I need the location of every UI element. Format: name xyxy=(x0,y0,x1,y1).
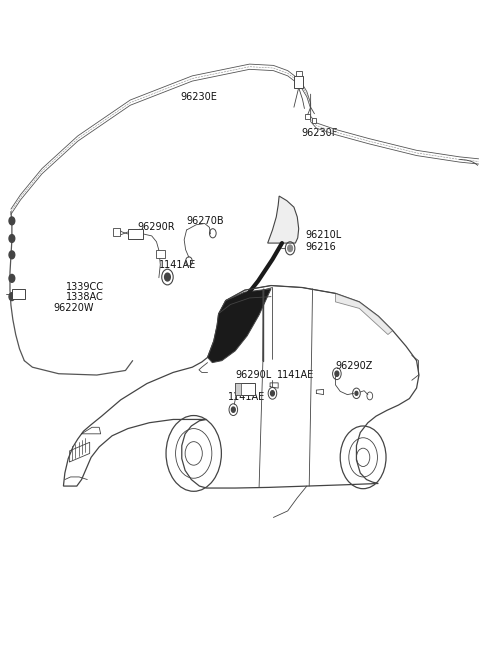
Circle shape xyxy=(271,391,275,396)
Text: 1141AE: 1141AE xyxy=(159,260,196,270)
Polygon shape xyxy=(207,289,271,363)
Text: 96270B: 96270B xyxy=(187,216,224,226)
Circle shape xyxy=(9,293,15,300)
Bar xyxy=(113,228,120,236)
Bar xyxy=(235,383,255,395)
Text: 96290Z: 96290Z xyxy=(336,361,373,371)
Polygon shape xyxy=(336,293,393,335)
Circle shape xyxy=(335,371,339,377)
Circle shape xyxy=(9,217,15,225)
Text: 96220W: 96220W xyxy=(53,303,94,313)
Text: 96230F: 96230F xyxy=(301,129,337,138)
Circle shape xyxy=(165,273,170,281)
Circle shape xyxy=(355,392,358,396)
Polygon shape xyxy=(268,196,299,243)
Text: 96230E: 96230E xyxy=(180,92,217,102)
Circle shape xyxy=(9,251,15,258)
Text: 96290R: 96290R xyxy=(137,222,175,232)
Circle shape xyxy=(9,274,15,282)
Text: 1141AE: 1141AE xyxy=(228,392,265,402)
Bar xyxy=(12,289,25,299)
Circle shape xyxy=(288,245,292,251)
Bar xyxy=(235,383,241,395)
Bar xyxy=(296,71,301,76)
Bar xyxy=(305,113,310,119)
Text: 1338AC: 1338AC xyxy=(66,293,104,302)
Text: 96210L: 96210L xyxy=(306,230,342,239)
Polygon shape xyxy=(63,285,419,488)
Circle shape xyxy=(9,235,15,243)
Bar xyxy=(156,251,165,258)
Text: 96216: 96216 xyxy=(306,242,336,252)
Text: 96290L: 96290L xyxy=(235,370,272,380)
Bar xyxy=(294,76,303,88)
Text: 1141AE: 1141AE xyxy=(277,370,314,380)
Bar xyxy=(128,229,143,239)
Bar xyxy=(312,117,316,123)
Text: 1339CC: 1339CC xyxy=(66,282,104,292)
Circle shape xyxy=(231,407,235,412)
